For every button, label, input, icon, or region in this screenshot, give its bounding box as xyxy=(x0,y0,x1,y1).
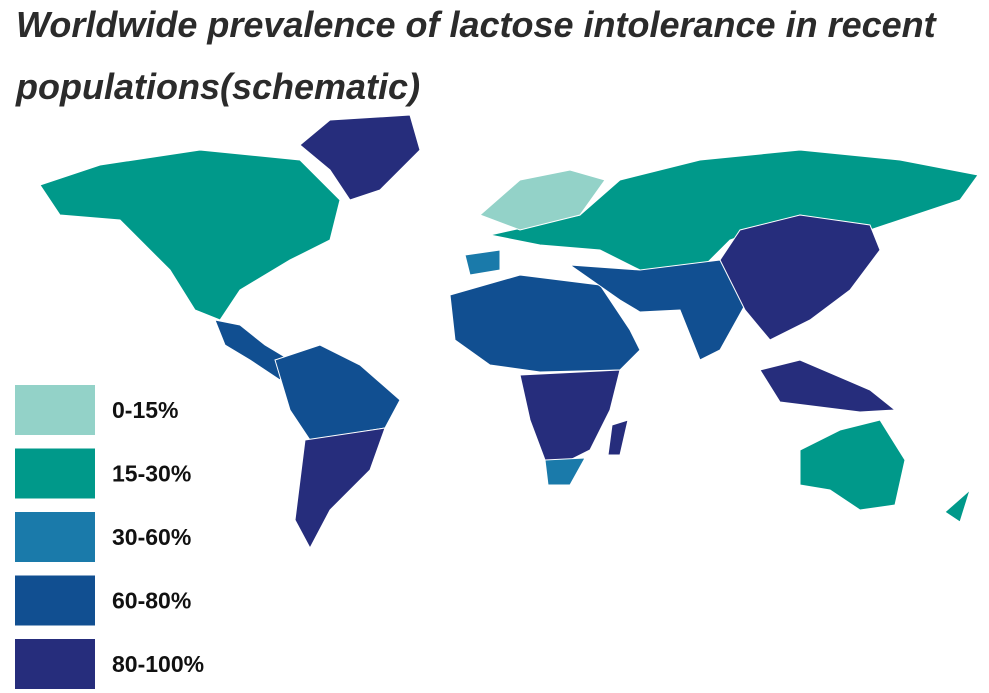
legend-label: 80-100% xyxy=(112,651,204,677)
legend-swatch xyxy=(15,512,95,562)
legend-label: 60-80% xyxy=(112,588,191,614)
south-america-south xyxy=(294,427,386,550)
land-regions xyxy=(39,114,979,550)
iberia xyxy=(464,249,501,276)
east-asia xyxy=(719,214,881,341)
legend-label: 0-15% xyxy=(112,397,178,423)
greenland xyxy=(299,114,421,201)
south-america-north xyxy=(274,344,401,441)
legend-label: 30-60% xyxy=(112,524,191,550)
northern-europe xyxy=(479,169,606,231)
legend-swatch xyxy=(15,448,95,499)
russia xyxy=(489,149,979,271)
title: Worldwide prevalence of lactose intolera… xyxy=(16,4,936,107)
north-america xyxy=(39,149,341,321)
southeast-asia xyxy=(759,359,897,413)
legend-label: 15-30% xyxy=(112,461,191,487)
middle-east-india xyxy=(568,259,746,361)
southern-africa xyxy=(544,457,586,486)
north-africa xyxy=(449,274,641,373)
australia xyxy=(799,419,906,511)
legend-swatch xyxy=(15,575,95,626)
legend-swatch xyxy=(15,639,95,689)
legend-swatch xyxy=(15,385,95,435)
new-zealand xyxy=(944,488,972,523)
legend: 0-15% 15-30% 30-60% 60-80% 80-100% xyxy=(15,385,204,689)
central-africa xyxy=(519,369,621,461)
madagascar xyxy=(607,419,629,456)
